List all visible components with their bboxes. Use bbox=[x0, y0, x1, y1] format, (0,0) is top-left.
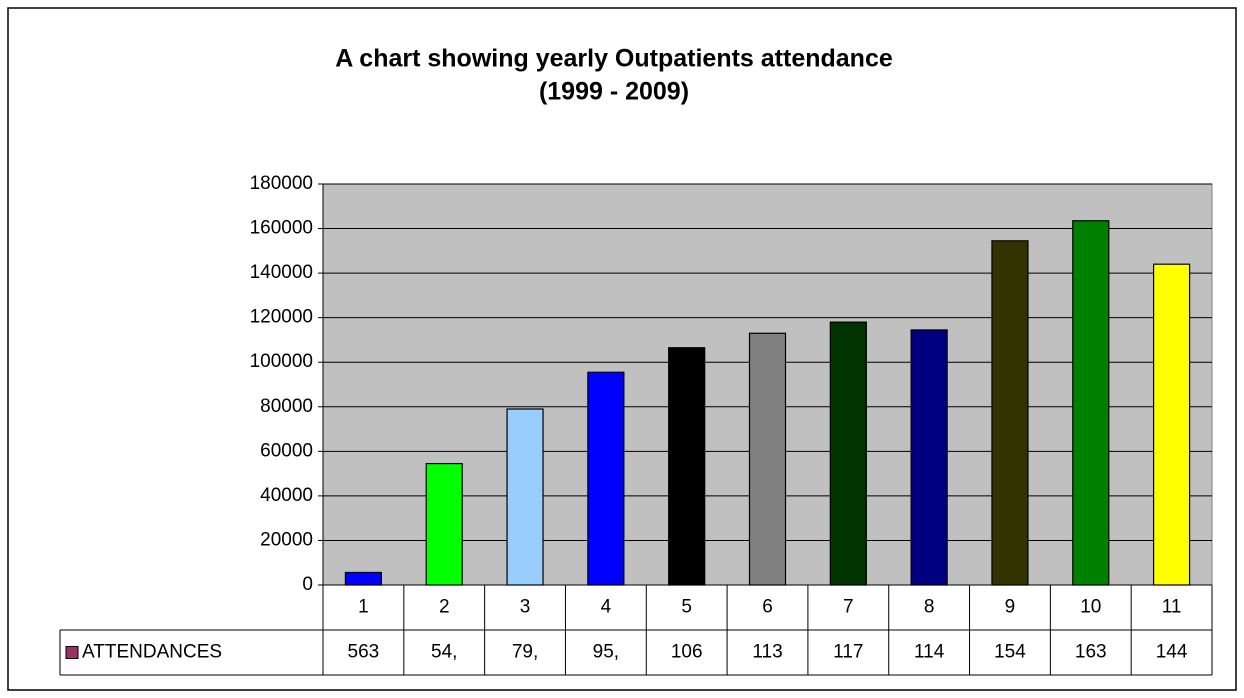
bar bbox=[668, 347, 706, 586]
x-tick-label: 9 bbox=[1005, 597, 1016, 618]
chart-title: A chart showing yearly Outpatients atten… bbox=[335, 45, 893, 73]
y-tick-label: 120000 bbox=[250, 307, 313, 328]
x-tick-label: 8 bbox=[924, 597, 935, 618]
legend-label: ATTENDANCES bbox=[82, 642, 222, 663]
legend-swatch bbox=[65, 646, 79, 659]
x-tick-label: 3 bbox=[520, 597, 531, 618]
x-tick-label: 6 bbox=[762, 597, 773, 618]
value-label: 106 bbox=[671, 642, 703, 663]
y-tick-label: 100000 bbox=[250, 351, 313, 372]
value-label: 117 bbox=[833, 642, 863, 663]
x-tick-label: 11 bbox=[1162, 597, 1182, 618]
bar bbox=[910, 329, 948, 586]
bar bbox=[506, 408, 544, 586]
x-tick-label: 2 bbox=[439, 597, 450, 618]
y-tick-label: 80000 bbox=[260, 396, 313, 417]
value-label: 113 bbox=[752, 642, 782, 663]
value-label: 95, bbox=[593, 642, 619, 663]
x-tick-label: 5 bbox=[681, 597, 692, 618]
value-label: 114 bbox=[914, 642, 945, 663]
y-tick-label: 140000 bbox=[250, 262, 313, 283]
y-tick-label: 40000 bbox=[260, 485, 313, 506]
chart-subtitle: (1999 - 2009) bbox=[539, 78, 689, 106]
value-label: 163 bbox=[1075, 642, 1107, 663]
value-label: 79, bbox=[512, 642, 538, 663]
x-tick-label: 1 bbox=[358, 597, 369, 618]
y-tick-label: 20000 bbox=[260, 529, 313, 550]
bar bbox=[1152, 263, 1191, 586]
x-tick-label: 4 bbox=[601, 597, 612, 618]
value-label: 144 bbox=[1156, 642, 1188, 663]
value-label: 54, bbox=[431, 642, 457, 663]
y-tick-label: 180000 bbox=[250, 173, 313, 194]
y-tick-label: 60000 bbox=[260, 440, 313, 461]
bar bbox=[1072, 220, 1110, 586]
x-tick-label: 7 bbox=[843, 597, 854, 618]
x-tick-label: 10 bbox=[1080, 597, 1101, 618]
y-tick-label: 0 bbox=[302, 574, 313, 595]
value-label: 563 bbox=[348, 642, 380, 663]
bar bbox=[344, 571, 383, 586]
bar bbox=[748, 332, 787, 586]
bar bbox=[425, 462, 463, 586]
y-tick-label: 160000 bbox=[250, 218, 313, 239]
value-label: 154 bbox=[994, 642, 1026, 663]
bar bbox=[991, 240, 1029, 586]
bar bbox=[829, 321, 867, 586]
bar bbox=[587, 371, 625, 586]
